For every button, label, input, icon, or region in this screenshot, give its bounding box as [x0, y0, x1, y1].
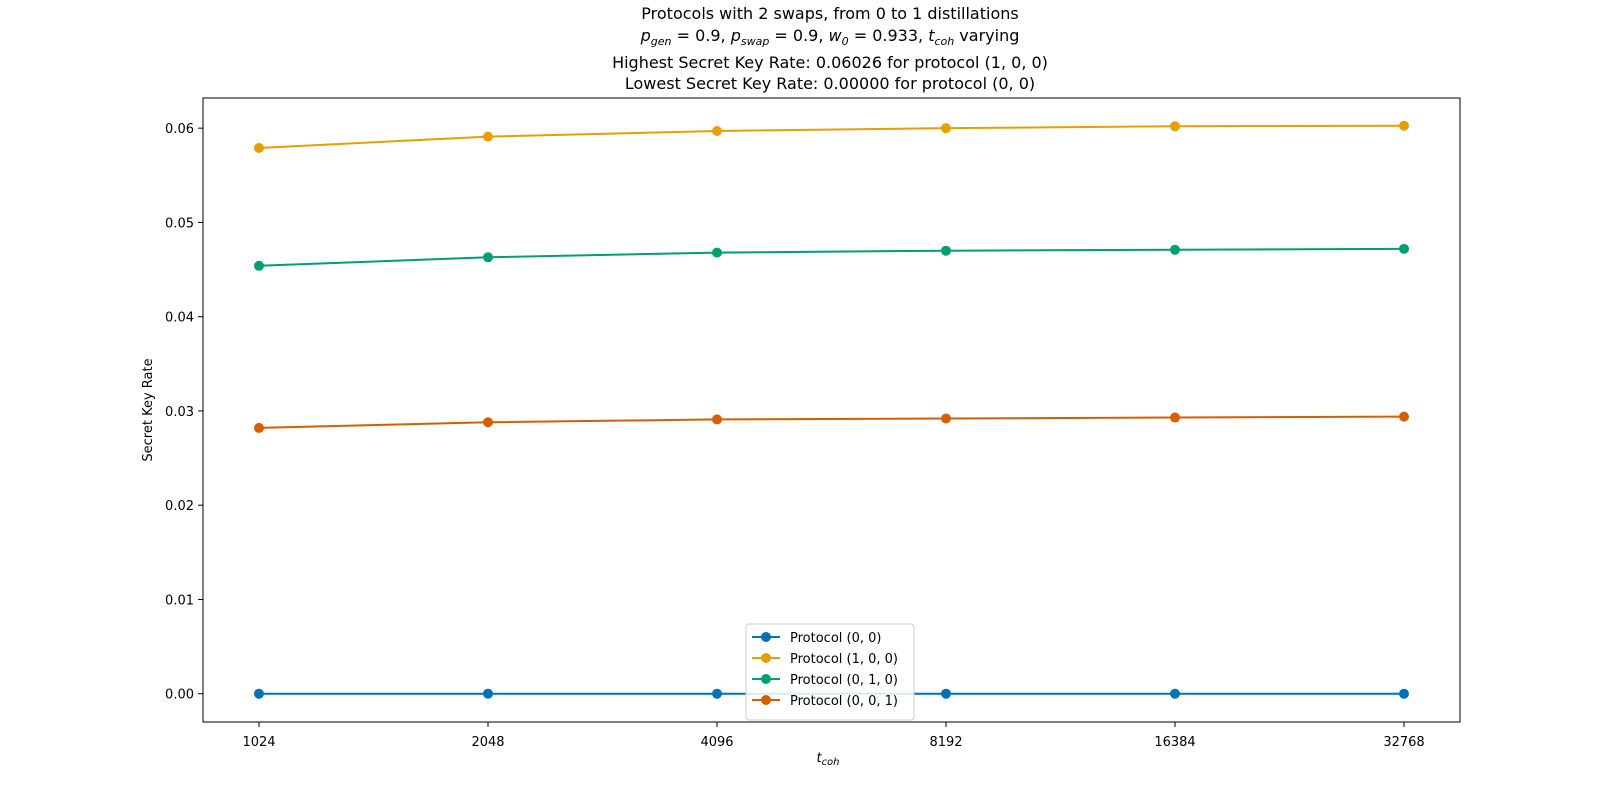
- legend-item: Protocol (0, 0): [752, 631, 881, 646]
- y-tick-label: 0.01: [165, 593, 194, 608]
- title-line-4: Lowest Secret Key Rate: 0.00000 for prot…: [625, 74, 1035, 93]
- data-point: [254, 422, 264, 433]
- title-params-part: swap: [741, 35, 769, 48]
- legend-item: Protocol (1, 0, 0): [752, 652, 898, 667]
- y-tick-label: 0.00: [165, 688, 194, 703]
- data-point: [941, 245, 951, 256]
- legend-swatch-marker: [761, 695, 771, 705]
- data-point: [483, 688, 493, 699]
- legend-item: Protocol (0, 0, 1): [752, 694, 898, 709]
- data-point: [712, 688, 722, 699]
- x-tick-label: 16384: [1154, 735, 1195, 750]
- series-line: [258, 247, 1405, 267]
- legend-swatch-marker: [761, 674, 771, 684]
- title-params-line: pgen = 0.9, pswap = 0.9, w0 = 0.933, tco…: [640, 26, 1020, 48]
- legend-label: Protocol (0, 1, 0): [790, 673, 898, 688]
- data-point: [712, 247, 722, 258]
- title-params-part: p: [730, 26, 741, 45]
- data-point: [1399, 411, 1409, 422]
- data-point: [254, 142, 264, 153]
- title-params-part: coh: [934, 35, 954, 48]
- x-tick-label: 8192: [929, 735, 962, 750]
- data-point: [941, 688, 951, 699]
- series-2: [254, 120, 1409, 153]
- x-axis-label-sub: coh: [822, 757, 840, 768]
- data-point: [1170, 688, 1180, 699]
- data-point: [483, 417, 493, 428]
- data-point: [483, 252, 493, 263]
- chart-title: Protocols with 2 swaps, from 0 to 1 dist…: [612, 4, 1048, 93]
- series-4: [254, 411, 1409, 433]
- data-point: [941, 123, 951, 134]
- x-tick-label: 32768: [1383, 735, 1424, 750]
- title-params-part: t: [928, 26, 935, 45]
- data-point: [1399, 120, 1409, 131]
- data-point: [712, 414, 722, 425]
- legend-label: Protocol (1, 0, 0): [790, 652, 898, 667]
- x-axis: 1024 2048 4096 8192 16384 32768: [242, 722, 1425, 750]
- y-tick-label: 0.05: [165, 216, 194, 231]
- legend: Protocol (0, 0) Protocol (1, 0, 0) Protoco…: [745, 623, 915, 721]
- x-axis-label: tcoh: [816, 751, 839, 768]
- legend-item: Protocol (0, 1, 0): [752, 673, 898, 688]
- legend-box: [745, 623, 915, 721]
- y-axis: 0.00 0.01 0.02 0.03 0.04 0.05 0.06: [165, 122, 203, 703]
- data-point: [483, 131, 493, 142]
- y-tick-label: 0.06: [165, 122, 194, 137]
- legend-label: Protocol (0, 0): [790, 631, 881, 646]
- title-params-part: gen: [651, 35, 672, 48]
- x-tick-label: 2048: [471, 735, 504, 750]
- y-tick-label: 0.03: [165, 405, 194, 420]
- data-point: [1170, 121, 1180, 132]
- series-3: [254, 243, 1409, 271]
- title-line-3: Highest Secret Key Rate: 0.06026 for pro…: [612, 53, 1048, 72]
- data-point: [712, 125, 722, 136]
- x-axis-label-main: t: [816, 751, 822, 766]
- legend-label: Protocol (0, 0, 1): [790, 694, 898, 709]
- series-line: [258, 124, 1405, 149]
- data-point: [254, 260, 264, 271]
- data-point: [1399, 688, 1409, 699]
- y-tick-label: 0.02: [165, 499, 194, 514]
- data-point: [1399, 243, 1409, 254]
- plot-area: [202, 97, 1461, 723]
- title-params-part: varying: [954, 26, 1019, 45]
- title-params-part: p: [640, 26, 651, 45]
- data-point: [941, 413, 951, 424]
- data-point: [1170, 412, 1180, 423]
- y-tick-label: 0.04: [165, 311, 194, 326]
- title-params-part: = 0.933,: [849, 26, 929, 45]
- title-params-part: w: [829, 26, 843, 45]
- series-line: [258, 415, 1405, 429]
- title-params-part: = 0.9,: [672, 26, 731, 45]
- title-line-1: Protocols with 2 swaps, from 0 to 1 dist…: [641, 4, 1018, 23]
- title-params-part: = 0.9,: [769, 26, 828, 45]
- x-tick-label: 4096: [700, 735, 733, 750]
- legend-swatch-marker: [761, 653, 771, 663]
- data-point: [254, 688, 264, 699]
- data-point: [1170, 244, 1180, 255]
- legend-swatch-marker: [761, 632, 771, 642]
- x-tick-label: 1024: [242, 735, 275, 750]
- y-axis-label: Secret Key Rate: [141, 358, 156, 461]
- title-params-part: 0: [842, 35, 849, 48]
- series-group: [254, 120, 1409, 699]
